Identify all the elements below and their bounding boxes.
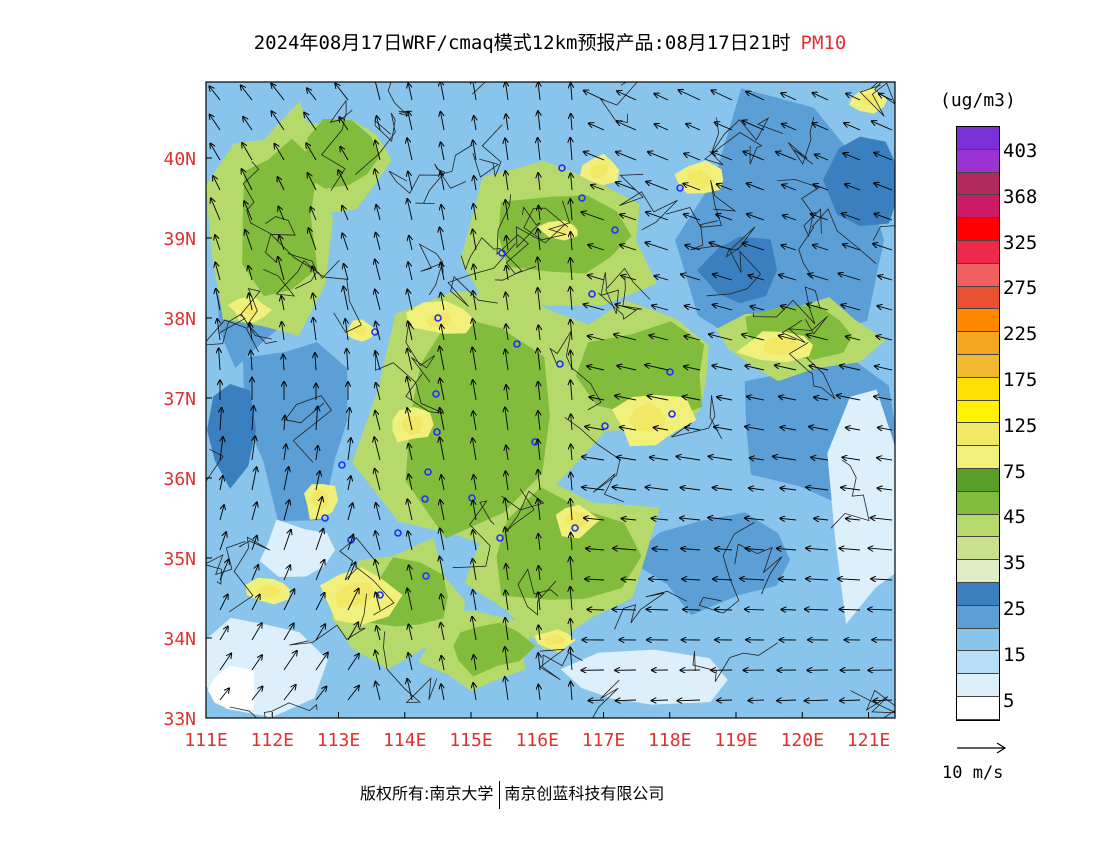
colorbar-label: 25 <box>1003 598 1026 620</box>
colorbar-swatch <box>957 446 999 469</box>
colorbar-swatch <box>957 651 999 675</box>
colorbar-swatch <box>957 560 999 583</box>
footer-separator <box>499 780 501 809</box>
colorbar-swatch <box>957 195 999 219</box>
wind-reference-label: 10 m/s <box>942 763 1004 783</box>
colorbar-swatch <box>957 468 999 492</box>
lon-label: 121E <box>847 730 890 751</box>
colorbar-label: 75 <box>1003 460 1026 483</box>
lat-label: 37N <box>163 389 196 410</box>
colorbar-swatch <box>957 582 999 606</box>
lon-label: 120E <box>781 730 824 751</box>
lat-label: 38N <box>163 309 196 330</box>
lon-label: 116E <box>516 730 559 751</box>
colorbar-label: 275 <box>1003 277 1038 300</box>
colorbar-swatch <box>957 240 999 264</box>
copyright-footer: 版权所有:南京大学 南京创蓝科技有限公司 <box>360 780 664 809</box>
copyright-left: 版权所有:南京大学 <box>360 784 494 803</box>
colorbar-swatch <box>957 628 999 652</box>
colorbar-swatch <box>957 377 999 401</box>
colorbar-swatch <box>957 514 999 538</box>
lat-label: 40N <box>163 149 196 170</box>
lon-label: 113E <box>317 730 360 751</box>
colorbar-label: 325 <box>1003 231 1038 254</box>
colorbar-label: 175 <box>1003 369 1038 391</box>
colorbar-label: 225 <box>1003 323 1038 346</box>
colorbar-swatch <box>957 286 999 310</box>
copyright-right: 南京创蓝科技有限公司 <box>504 784 665 803</box>
colorbar-swatch <box>957 400 999 424</box>
lon-label: 117E <box>582 730 625 751</box>
colorbar-swatch <box>957 537 999 561</box>
map-title: 2024年08月17日WRF/cmaq模式12km预报产品:08月17日21时 P… <box>0 28 1100 55</box>
concentration-field <box>206 82 895 718</box>
lat-label: 35N <box>163 549 196 570</box>
colorbar-swatch <box>957 218 999 241</box>
lon-label: 115E <box>449 730 492 751</box>
lon-label: 112E <box>251 730 294 751</box>
lon-label: 111E <box>184 730 227 751</box>
lon-label: 118E <box>648 730 691 751</box>
colorbar-swatch <box>957 674 999 697</box>
colorbar-swatch <box>957 332 999 355</box>
colorbar-swatch <box>957 491 999 515</box>
lat-label: 39N <box>163 229 196 250</box>
colorbar-label: 403 <box>1003 140 1038 162</box>
lat-label: 34N <box>163 629 196 650</box>
colorbar-swatch <box>957 127 999 150</box>
colorbar <box>956 126 1000 721</box>
colorbar-swatch <box>957 309 999 333</box>
lat-label: 36N <box>163 469 196 490</box>
colorbar-label: 15 <box>1003 643 1026 666</box>
colorbar-swatch <box>957 354 999 378</box>
wind-reference-arrow <box>957 742 1007 754</box>
variable-name: PM10 <box>800 32 847 54</box>
colorbar-swatch <box>957 263 999 287</box>
colorbar-label: 5 <box>1003 689 1015 712</box>
lon-label: 114E <box>383 730 426 751</box>
colorbar-label: 368 <box>1003 185 1038 208</box>
colorbar-label: 125 <box>1003 414 1038 437</box>
lat-label: 33N <box>163 709 196 730</box>
colorbar-label: 45 <box>1003 506 1026 529</box>
colorbar-label: 35 <box>1003 552 1026 575</box>
map-frame <box>205 81 896 719</box>
colorbar-swatch <box>957 605 999 629</box>
title-text: 2024年08月17日WRF/cmaq模式12km预报产品:08月17日21时 <box>253 32 791 54</box>
colorbar-swatch <box>957 149 999 173</box>
colorbar-swatch <box>957 696 999 720</box>
colorbar-swatch <box>957 423 999 447</box>
colorbar-swatch <box>957 172 999 196</box>
lon-label: 119E <box>714 730 757 751</box>
colorbar-unit: (ug/m3) <box>940 90 1016 111</box>
